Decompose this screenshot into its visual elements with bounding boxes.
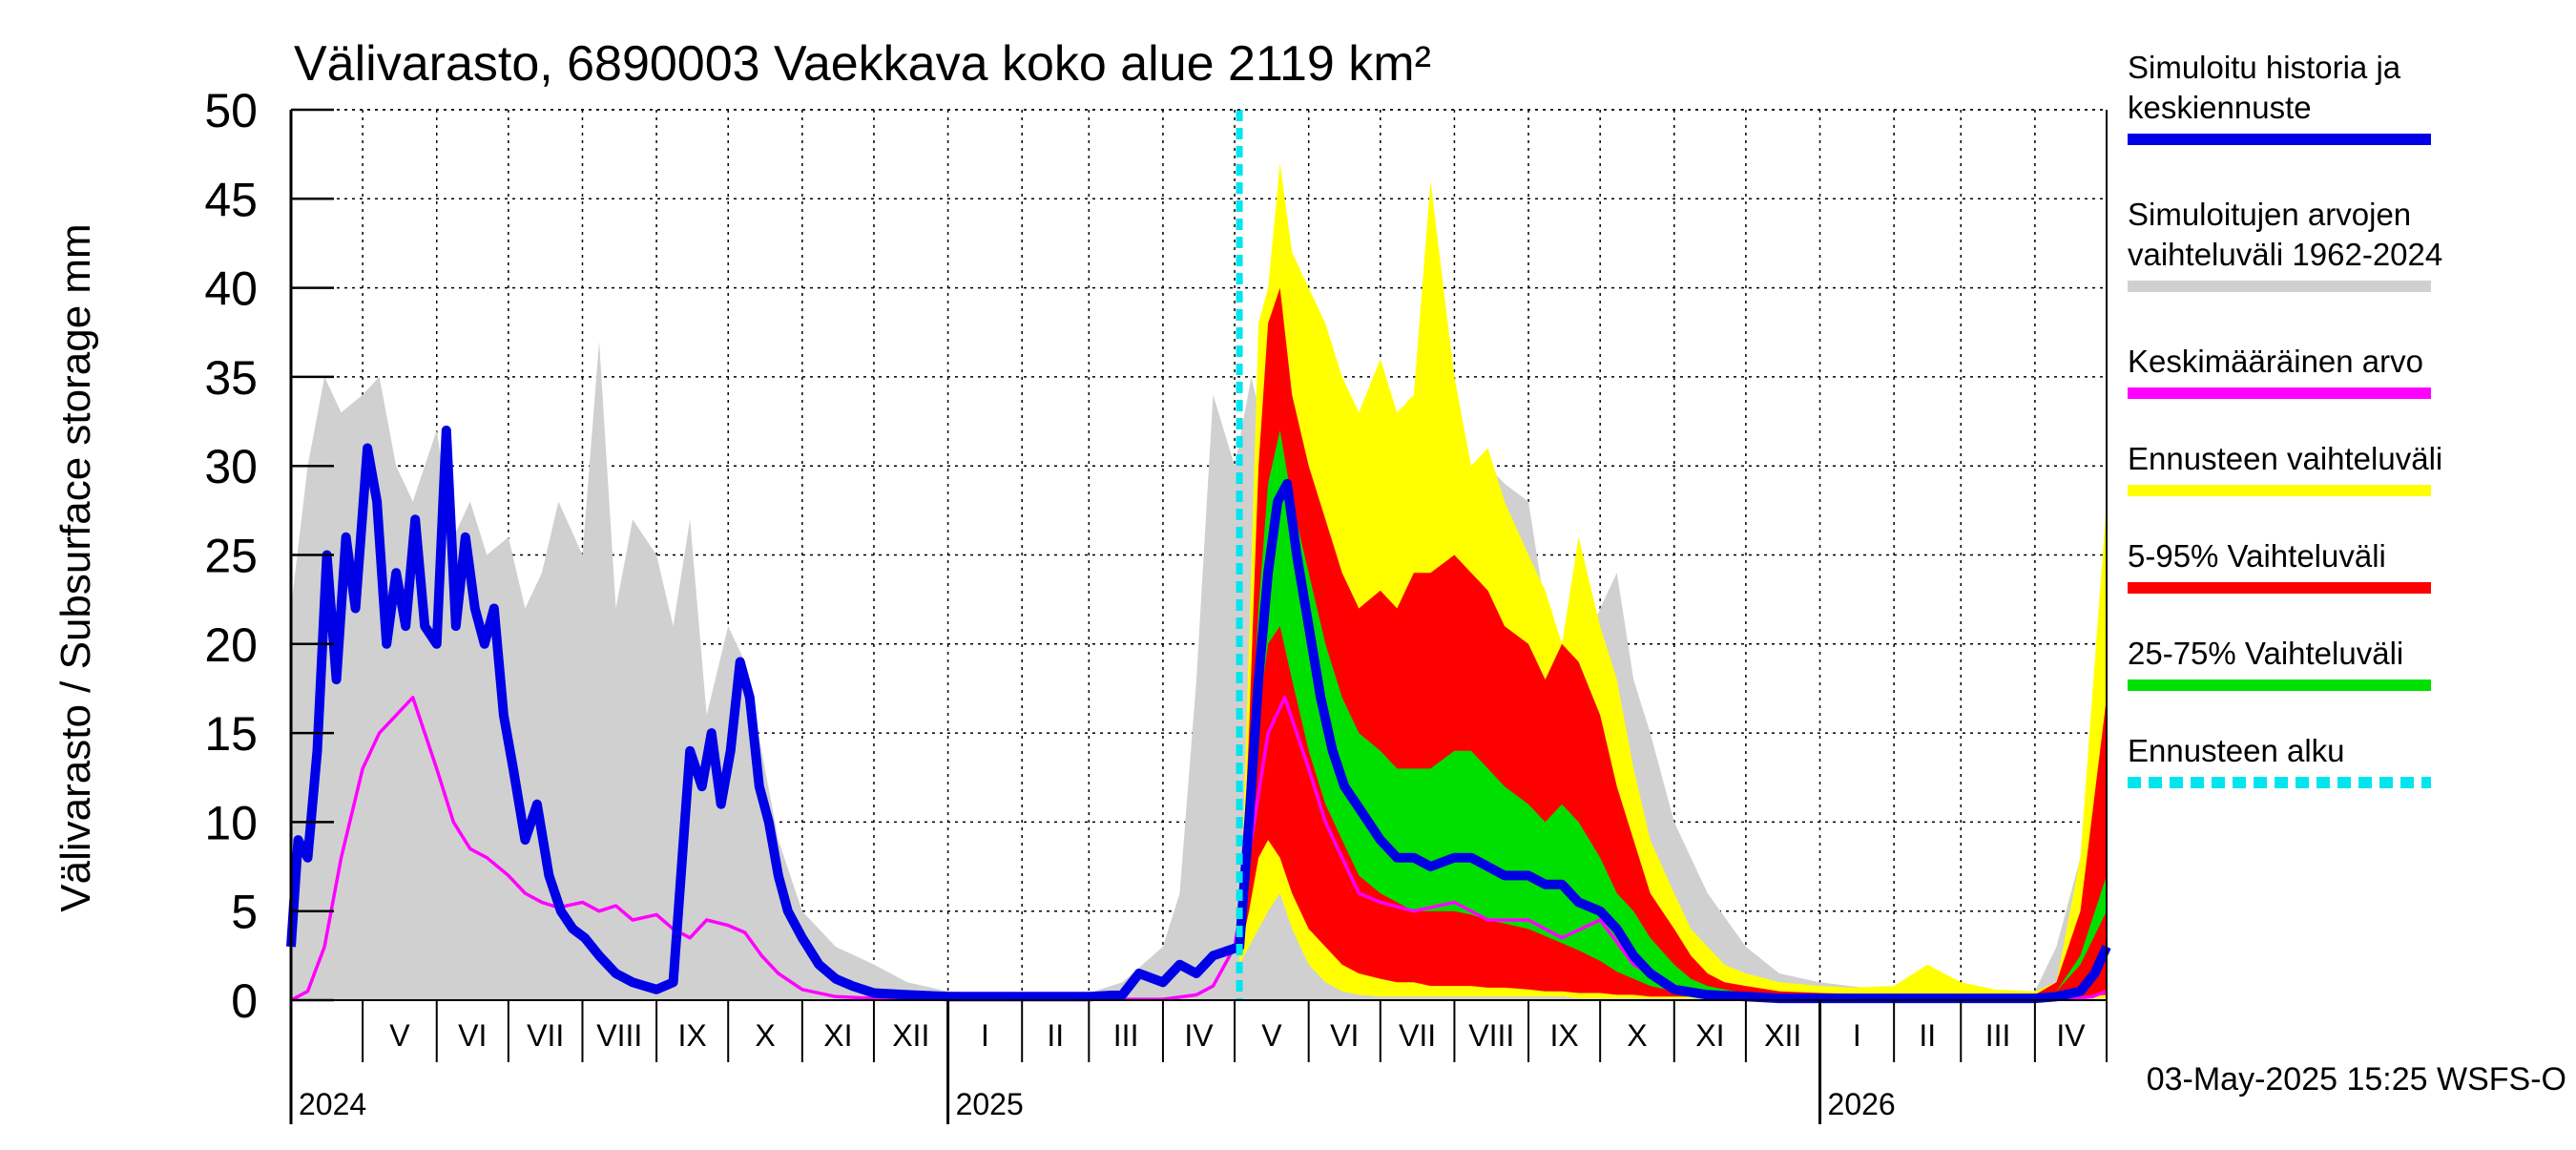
x-month-label: IV	[2056, 1018, 2086, 1053]
x-year-label: 2025	[956, 1087, 1024, 1121]
x-month-label: VIII	[1468, 1018, 1514, 1053]
line-simuloitu-historia-ja-keskiennuste	[286, 425, 2111, 1004]
x-month-label: III	[1113, 1018, 1139, 1053]
x-month-label: VIII	[596, 1018, 642, 1053]
y-tick-label: 25	[204, 530, 258, 583]
y-tick-label: 30	[204, 440, 258, 493]
x-month-label: V	[389, 1018, 410, 1053]
legend-label: Simuloitu historia ja	[2128, 50, 2401, 85]
y-tick-label: 35	[204, 351, 258, 405]
x-month-label: XI	[1695, 1018, 1724, 1053]
legend-label: keskiennuste	[2128, 90, 2312, 125]
y-tick-label: 10	[204, 796, 258, 849]
legend-label: 5-95% Vaihteluväli	[2128, 538, 2386, 574]
x-month-label: XI	[823, 1018, 852, 1053]
x-month-label: XII	[892, 1018, 929, 1053]
legend-label: Ennusteen vaihteluväli	[2128, 441, 2442, 476]
y-tick-label: 20	[204, 618, 258, 672]
x-month-label: XII	[1764, 1018, 1801, 1053]
legend-label: Simuloitujen arvojen	[2128, 197, 2411, 232]
y-tick-labels: 0 5 10 15 20 25 30 35 40 45 50	[204, 84, 258, 1028]
legend-label: vaihteluväli 1962-2024	[2128, 237, 2442, 272]
x-year-label: 2026	[1828, 1087, 1896, 1121]
x-month-label: VI	[1330, 1018, 1359, 1053]
y-tick-label: 15	[204, 707, 258, 761]
x-month-label: IX	[1549, 1018, 1578, 1053]
legend-label: Keskimääräinen arvo	[2128, 344, 2423, 379]
x-month-label: I	[981, 1018, 989, 1053]
legend-label: Ennusteen alku	[2128, 733, 2345, 768]
x-month-label: VII	[527, 1018, 564, 1053]
x-month-label: II	[1919, 1018, 1936, 1053]
x-month-label: II	[1047, 1018, 1064, 1053]
y-tick-label: 0	[231, 974, 258, 1028]
x-tick-labels: V VI VII VIII IX X XI XII I II III IV V VI VII VIII IX X X…	[299, 1018, 2086, 1121]
x-month-label: X	[755, 1018, 775, 1053]
x-month-label: IX	[678, 1018, 707, 1053]
y-tick-label: 40	[204, 262, 258, 316]
y-axis-label: Välivarasto / Subsurface storage mm	[52, 223, 99, 911]
x-month-label: III	[1985, 1018, 2011, 1053]
band-simuloitujen-arvojen-vaihteluv-li-1962-2024	[291, 341, 2107, 1001]
x-month-label: I	[1853, 1018, 1861, 1053]
x-year-label: 2024	[299, 1087, 366, 1121]
legend: Simuloitu historia ja keskiennuste Simuloi…	[2128, 50, 2442, 788]
y-tick-label: 50	[204, 84, 258, 137]
chart-title: Välivarasto, 6890003 Vaekkava koko alue …	[294, 36, 1431, 92]
footer-timestamp: 03-May-2025 15:25 WSFS-O	[2147, 1061, 2566, 1098]
legend-label: 25-75% Vaihteluväli	[2128, 636, 2403, 671]
x-month-label: X	[1627, 1018, 1647, 1053]
x-month-label: VI	[458, 1018, 487, 1053]
y-tick-label: 45	[204, 173, 258, 226]
y-tick-label: 5	[231, 886, 258, 939]
x-month-label: IV	[1184, 1018, 1214, 1053]
x-month-label: VII	[1399, 1018, 1436, 1053]
x-month-label: V	[1261, 1018, 1282, 1053]
axes	[289, 108, 2108, 1124]
